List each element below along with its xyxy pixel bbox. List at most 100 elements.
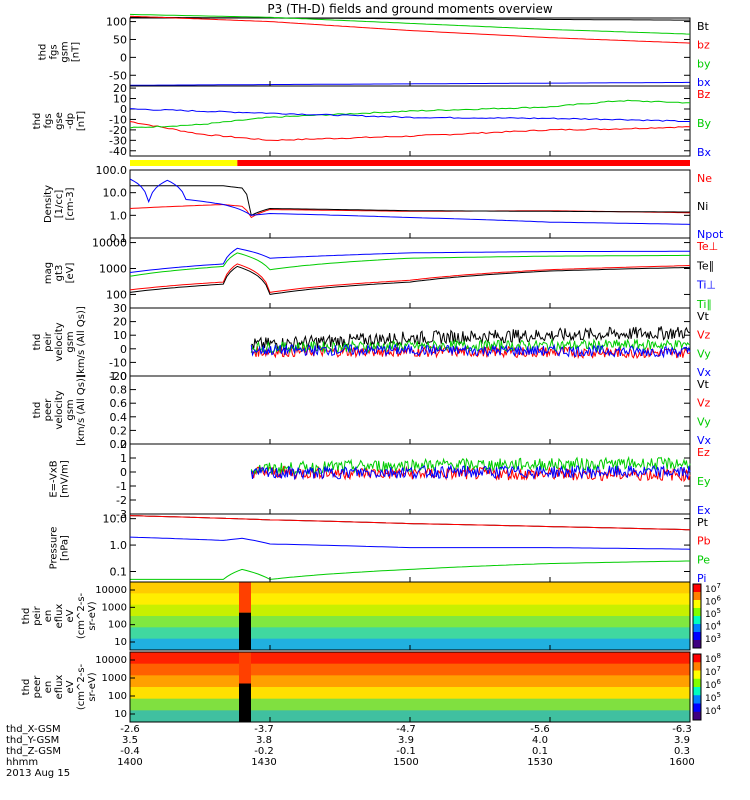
spectrogram-band xyxy=(130,638,690,651)
ephem-z-3: 0.1 xyxy=(532,746,548,757)
y-tick-label: 0 xyxy=(120,51,127,64)
y-tick-label: -10 xyxy=(109,113,127,126)
y-tick-label: -40 xyxy=(109,145,127,158)
ephem-t-1: 1430 xyxy=(251,757,277,768)
y-axis-label: -dp xyxy=(65,113,76,129)
y-axis-label: gsm xyxy=(60,41,71,62)
colorbar-tick-exponent: 4 xyxy=(716,704,721,712)
y-tick-label: 10 xyxy=(113,93,127,106)
colorbar-frame xyxy=(692,583,702,649)
y-axis-label: sr-eV) xyxy=(87,601,98,630)
spectrogram-band xyxy=(130,627,690,640)
y-tick-label: 30 xyxy=(113,302,127,315)
colorbar-tick-label: 105 xyxy=(705,607,721,620)
series-Ni xyxy=(130,185,690,217)
colorbar-tick-label: 104 xyxy=(705,620,721,633)
legend-Vy: Vy xyxy=(697,415,711,428)
y-tick-label: 1.0 xyxy=(110,209,128,222)
legend-Pt: Pt xyxy=(697,516,709,529)
y-axis-label: E=-VxB xyxy=(49,460,60,497)
y-tick-label: 1000 xyxy=(102,602,127,613)
colorbar-tick-label: 108 xyxy=(705,652,721,665)
y-axis-label: [nT] xyxy=(76,111,87,131)
colorbar-tick-label: 106 xyxy=(705,678,721,691)
legend-Ti⊥: Ti⊥ xyxy=(696,279,716,292)
y-tick-label: -3 xyxy=(116,508,127,521)
panel-temperature: 100 1000 10000 Te⊥ Te∥ Ti⊥ Ti∥ mag gt3 [eV] xyxy=(43,237,718,311)
y-axis-label: (cm^2-s- xyxy=(76,663,87,710)
colorbar-tick-exponent: 7 xyxy=(716,582,720,590)
ephem-z-1: -0.2 xyxy=(254,746,274,757)
ephem-x-2: -4.7 xyxy=(396,724,416,735)
ephem-x-3: -5.6 xyxy=(530,724,550,735)
y-tick-label: 1.0 xyxy=(110,370,128,383)
data-gap-top xyxy=(239,652,251,684)
y-tick-label: -50 xyxy=(109,69,127,82)
legend-Bz: Bz xyxy=(697,88,711,101)
legend-Ne: Ne xyxy=(697,172,712,185)
y-tick-label: 10.0 xyxy=(103,187,128,200)
y-tick-label: -20 xyxy=(109,370,127,383)
colorbar-segment xyxy=(693,662,701,671)
panel-peer_velocity: 0.00.20.40.60.81.0 Vt Vz Vy Vx thd peer velocit… xyxy=(32,370,712,451)
ephem-y-3: 4.0 xyxy=(532,735,548,746)
colorbar-segment xyxy=(693,654,701,663)
colorbar-segment xyxy=(693,695,701,704)
y-axis-label: peer xyxy=(43,398,54,422)
y-axis-label: peer xyxy=(32,675,43,699)
panel-fgs_gsm: -50 0 50 100 Bt bz by bx thd fgs gsm [nT] xyxy=(38,13,711,89)
ephem-z-2: -0.1 xyxy=(396,746,416,757)
y-tick-label: 0 xyxy=(120,343,127,356)
y-tick-label: 100 xyxy=(106,288,127,301)
colorbar-segment xyxy=(693,608,701,617)
y-axis-label: eV xyxy=(65,680,76,693)
y-axis-label: en xyxy=(43,610,54,623)
ephem-t-0: 1400 xyxy=(117,757,143,768)
colorbar-tick-label: 106 xyxy=(705,595,721,608)
series-Vy xyxy=(250,338,691,355)
y-axis-label: gt3 xyxy=(54,265,65,282)
colorbar-frame xyxy=(692,653,702,721)
y-tick-label: 1000 xyxy=(102,673,127,684)
legend-Vy: Vy xyxy=(697,347,711,360)
spectrogram-band xyxy=(130,593,690,606)
y-tick-label: 100 xyxy=(108,620,127,631)
data-gap xyxy=(239,612,251,650)
colorbar-tick-exponent: 3 xyxy=(716,632,720,640)
panel-frame xyxy=(129,85,691,157)
colorbar-tick-exponent: 4 xyxy=(716,620,721,628)
series-By xyxy=(129,99,690,129)
legend-Vx: Vx xyxy=(697,366,712,379)
series-Bt xyxy=(130,16,690,21)
ephem-z-4: 0.3 xyxy=(674,746,690,757)
y-axis-label: thd xyxy=(32,334,43,351)
panel-frame xyxy=(129,443,691,515)
y-tick-label: 100 xyxy=(106,16,127,29)
legend-Ti∥: Ti∥ xyxy=(696,298,712,311)
legend-By: By xyxy=(697,117,712,130)
ephem-label-x: thd_X-GSM xyxy=(6,724,61,735)
colorbar-tick-label: 103 xyxy=(705,632,721,645)
legend-bz: bz xyxy=(697,39,710,52)
series-Ex xyxy=(250,463,691,481)
series-Pb xyxy=(129,515,691,531)
y-axis-label: [1/cc] xyxy=(54,190,65,219)
legend-Bx: Bx xyxy=(697,146,712,159)
legend-Pi: Pi xyxy=(697,572,706,585)
y-axis-label: (cm^2-s- xyxy=(76,592,87,639)
colorbar-segment xyxy=(693,640,701,649)
mode-bar-fast xyxy=(237,160,691,166)
ephem-y-4: 3.9 xyxy=(674,735,690,746)
spectrogram-band xyxy=(130,675,690,688)
y-tick-label: 10 xyxy=(114,637,127,648)
y-tick-label: 0.2 xyxy=(110,424,128,437)
series-Te⊥ xyxy=(129,263,691,293)
y-tick-label: 2 xyxy=(120,438,127,451)
y-tick-label: 20 xyxy=(113,82,127,95)
y-tick-label: -2 xyxy=(116,494,127,507)
